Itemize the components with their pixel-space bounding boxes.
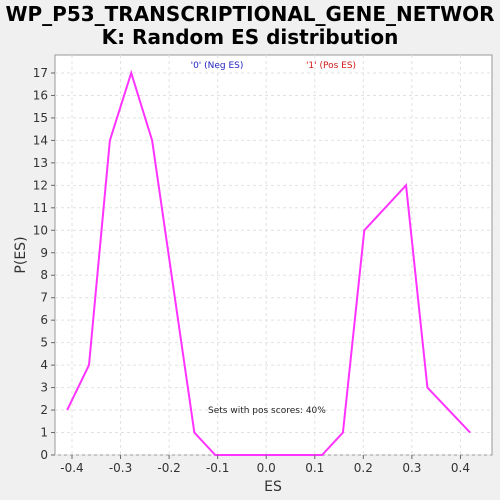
y-tick-label: 6 <box>40 313 48 327</box>
y-tick-label: 16 <box>33 88 48 102</box>
x-tick-label: -0.3 <box>109 461 132 475</box>
plot-area <box>54 54 493 456</box>
y-tick-label: 5 <box>40 336 48 350</box>
x-tick-label: -0.2 <box>157 461 180 475</box>
x-tick-label: 0.2 <box>354 461 373 475</box>
x-tick-label: -0.1 <box>206 461 229 475</box>
legend: '0' (Neg ES) '1' (Pos ES) <box>191 61 356 71</box>
y-tick-label: 0 <box>40 448 48 462</box>
y-tick-label: 15 <box>33 111 48 125</box>
x-tick-label: 0.1 <box>305 461 324 475</box>
annotation-text: Sets with pos scores: 40% <box>208 406 326 416</box>
y-axis-label: P(ES) <box>13 236 29 273</box>
x-tick-label: 0.3 <box>402 461 421 475</box>
y-tick-label: 13 <box>33 156 48 170</box>
x-tick-label: -0.4 <box>60 461 83 475</box>
y-tick-label: 2 <box>40 403 48 417</box>
y-tick-label: 17 <box>33 66 48 80</box>
y-tick-label: 11 <box>33 201 48 215</box>
series-line <box>66 69 471 456</box>
y-tick-label: 7 <box>40 291 48 305</box>
chart-title-line-2: K: Random ES distribution <box>102 25 399 49</box>
y-tick-label: 8 <box>40 268 48 282</box>
chart-title-line-1: WP_P53_TRANSCRIPTIONAL_GENE_NETWOR <box>5 2 494 26</box>
series-layer <box>66 69 471 456</box>
axes: -0.4 -0.3 -0.2 -0.1 0.0 0.1 0.2 0.3 0.4012345678… <box>33 66 470 475</box>
y-tick-label: 9 <box>40 246 48 260</box>
x-tick-label: 0.0 <box>257 461 276 475</box>
legend-item-label: '1' (Pos ES) <box>306 61 356 71</box>
x-tick-label: 0.4 <box>451 461 470 475</box>
y-tick-label: 1 <box>40 426 48 440</box>
y-tick-label: 4 <box>40 358 48 372</box>
y-tick-label: 14 <box>33 133 48 147</box>
legend-item-label: '0' (Neg ES) <box>191 61 244 71</box>
x-axis-label: ES <box>264 479 282 495</box>
y-tick-label: 12 <box>33 178 48 192</box>
y-tick-label: 3 <box>40 381 48 395</box>
y-tick-label: 10 <box>33 223 48 237</box>
